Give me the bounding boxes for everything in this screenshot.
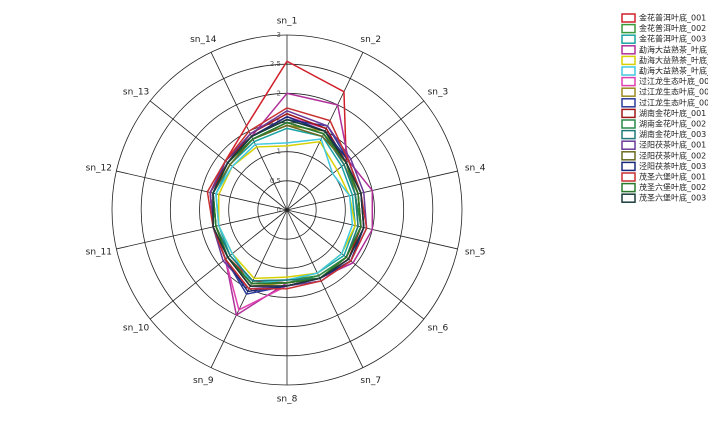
legend-label: 金花普洱叶底_003 — [639, 34, 706, 44]
r-tick-label: 1 — [277, 148, 281, 156]
legend-swatch — [621, 119, 636, 129]
r-tick-label: 0.5 — [270, 177, 281, 185]
legend-label: 泾阳茯茶叶底_002 — [639, 150, 706, 160]
axis-label: sn_1 — [277, 17, 298, 27]
axis-label: sn_6 — [428, 323, 449, 333]
legend-label: 勐海大益熟茶_叶底_ — [639, 55, 708, 65]
legend-swatch — [621, 172, 636, 182]
axis-line — [286, 100, 425, 211]
legend-label: 过江龙生态叶底_003 — [639, 97, 708, 107]
legend-swatch — [621, 129, 636, 140]
axis-label: sn_11 — [86, 248, 112, 258]
series-line — [206, 107, 368, 290]
axis-line — [286, 209, 425, 320]
axis-label: sn_7 — [360, 376, 381, 386]
series-line — [218, 140, 357, 280]
axis-line — [116, 209, 288, 250]
r-tick-label: 0 — [277, 206, 281, 214]
legend-label: 茂圣六堡叶底_002 — [639, 182, 706, 192]
axis-label: sn_14 — [190, 35, 217, 45]
legend-swatch — [621, 161, 636, 172]
legend-label: 勐海大益熟茶_叶底_ — [639, 66, 708, 76]
axis-label: sn_9 — [193, 376, 214, 386]
legend-swatch — [621, 98, 636, 108]
legend-label: 湖南金花叶底_001 — [639, 108, 706, 118]
r-tick-label: 2 — [277, 89, 281, 97]
axis-line — [286, 209, 364, 368]
legend-label: 泾阳茯茶叶底_003 — [639, 161, 706, 171]
axis-label: sn_3 — [428, 88, 449, 98]
axis-line — [149, 209, 288, 320]
legend-swatch — [621, 13, 636, 23]
axis-label: sn_2 — [360, 35, 381, 45]
legend-swatch — [621, 151, 636, 161]
legend-swatch — [621, 76, 636, 87]
legend-swatch — [621, 45, 636, 55]
legend-swatch — [621, 108, 636, 119]
legend-label: 茂圣六堡叶底_003 — [639, 193, 706, 203]
legend-swatch — [621, 140, 636, 150]
axis-label: sn_8 — [277, 395, 298, 405]
legend-label: 过江龙生态叶底_001 — [639, 76, 708, 86]
legend-label: 湖南金花叶底_003 — [639, 129, 706, 139]
axis-line — [116, 170, 288, 211]
legend-label: 泾阳茯茶叶底_001 — [639, 140, 706, 150]
legend-label: 金花普洱叶底_002 — [639, 23, 706, 33]
r-tick-label: 3 — [277, 31, 281, 39]
legend-swatch — [621, 182, 636, 193]
legend-swatch — [621, 193, 636, 203]
legend-swatch — [621, 66, 636, 76]
axis-label: sn_4 — [465, 163, 486, 173]
legend-label: 过江龙生态叶底_002 — [639, 87, 708, 97]
legend-label: 金花普洱叶底_001 — [639, 13, 706, 23]
legend-label: 勐海大益熟茶_叶底_ — [639, 44, 708, 54]
axis-label: sn_5 — [465, 248, 486, 258]
legend-swatch — [621, 87, 636, 97]
axis-line — [149, 100, 288, 211]
legend-label: 湖南金花叶底_002 — [639, 119, 706, 129]
legend-swatch — [621, 23, 636, 34]
legend-swatch — [621, 55, 636, 66]
axis-label: sn_13 — [123, 88, 149, 98]
r-tick-label: 2.5 — [270, 60, 281, 68]
axis-label: sn_10 — [123, 323, 150, 333]
legend-swatch — [621, 34, 636, 44]
series-line — [212, 118, 365, 287]
axis-label: sn_12 — [86, 163, 112, 173]
legend-label: 茂圣六堡叶底_001 — [639, 172, 706, 182]
